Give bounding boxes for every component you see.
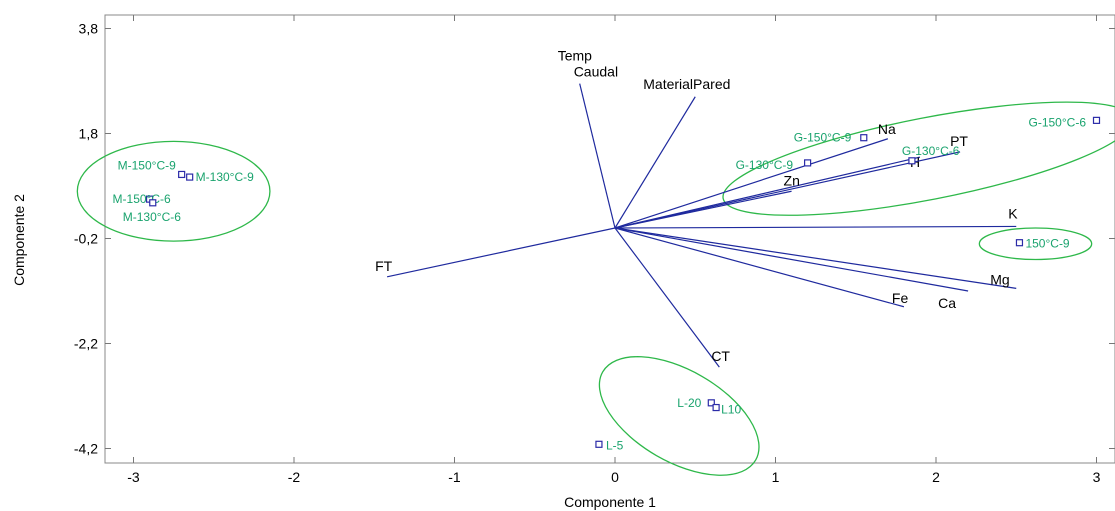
observation-label: M-150°C-9 bbox=[118, 158, 176, 172]
y-tick-label: 3,8 bbox=[79, 21, 99, 37]
loading-vector bbox=[614, 96, 696, 229]
group-ellipse bbox=[722, 101, 1115, 216]
x-tick-label: 0 bbox=[611, 469, 619, 485]
loading-vector bbox=[614, 227, 720, 368]
observation-point bbox=[186, 173, 194, 181]
observation-point bbox=[908, 157, 916, 165]
observation-label: G-150°C-9 bbox=[794, 131, 852, 145]
observation-label: G-130°C-6 bbox=[902, 144, 960, 158]
observation-point bbox=[595, 440, 603, 448]
vector-label: CT bbox=[711, 348, 730, 364]
loading-vector bbox=[614, 225, 1017, 229]
observation-label: M-150°C-6 bbox=[113, 192, 171, 206]
observation-point bbox=[178, 170, 186, 179]
y-axis-title: Componente 2 bbox=[11, 194, 27, 286]
group-ellipse bbox=[978, 227, 1093, 261]
observation-point bbox=[712, 403, 720, 412]
observation-label: L-5 bbox=[606, 438, 624, 452]
x-tick-label: -3 bbox=[127, 469, 140, 485]
vector-label: PT bbox=[950, 133, 968, 149]
group-ellipse bbox=[598, 356, 760, 476]
vector-label: FT bbox=[375, 258, 393, 274]
observation-label: L-20 bbox=[677, 396, 701, 410]
vector-label: K bbox=[1008, 205, 1018, 221]
observation-label: M-130°C-9 bbox=[196, 170, 254, 184]
loading-vector bbox=[614, 151, 961, 229]
observation-point bbox=[803, 159, 812, 167]
observation-label: M-130°C-6 bbox=[123, 210, 181, 224]
observation-label: G-150°C-6 bbox=[1029, 115, 1087, 129]
loading-vector bbox=[614, 227, 1017, 289]
vector-label: Fe bbox=[892, 290, 909, 306]
observation-label: 150°C-9 bbox=[1025, 237, 1069, 251]
vector-label: MaterialPared bbox=[643, 76, 730, 92]
y-tick-label: -2,2 bbox=[74, 336, 98, 352]
observation-point bbox=[1015, 239, 1024, 247]
plot-frame bbox=[104, 14, 1115, 464]
y-tick-label: 1,8 bbox=[79, 126, 99, 142]
x-tick-label: 2 bbox=[932, 469, 940, 485]
observation-point bbox=[149, 199, 157, 207]
loading-vector bbox=[614, 227, 905, 308]
observation-point bbox=[860, 134, 868, 142]
x-tick-label: 1 bbox=[772, 469, 780, 485]
loading-vector bbox=[579, 83, 616, 229]
x-tick-label: 3 bbox=[1093, 469, 1101, 485]
vector-label: Zn bbox=[784, 172, 800, 188]
observation-point bbox=[707, 399, 715, 407]
vector-label: Temp bbox=[558, 48, 592, 64]
axis-ticks bbox=[105, 15, 1115, 463]
loading-vector bbox=[614, 190, 792, 229]
y-tick-label: -0,2 bbox=[74, 231, 98, 247]
group-ellipses bbox=[76, 101, 1115, 476]
loading-vector bbox=[386, 227, 616, 278]
group-ellipse bbox=[76, 140, 271, 242]
observation-point bbox=[1092, 116, 1101, 124]
x-tick-labels: -3 -2 -1 0 1 2 3 bbox=[127, 469, 1100, 485]
vector-label: Caudal bbox=[574, 64, 618, 80]
loading-vector bbox=[614, 227, 969, 292]
y-tick-labels: 3,8 1,8 -0,2 -2,2 -4,2 bbox=[74, 21, 98, 457]
x-axis-title: Componente 1 bbox=[564, 494, 656, 510]
loading-vectors: TempCaudalMaterialParedNaHPTZnKMgCaFeFTC… bbox=[375, 48, 1018, 368]
loading-vector bbox=[614, 138, 889, 229]
vector-label: Mg bbox=[990, 271, 1009, 287]
vector-label: Ca bbox=[938, 295, 956, 311]
observation-label: L10 bbox=[721, 403, 741, 417]
vector-label: Na bbox=[878, 121, 896, 137]
x-tick-label: -1 bbox=[448, 469, 461, 485]
y-tick-label: -4,2 bbox=[74, 441, 98, 457]
x-tick-label: -2 bbox=[288, 469, 301, 485]
observation-label: G-130°C-9 bbox=[736, 158, 794, 172]
observation-points: M-150°C-9 M-130°C-9 M-150°C-6 M-130°C-6 G-15… bbox=[113, 115, 1101, 452]
